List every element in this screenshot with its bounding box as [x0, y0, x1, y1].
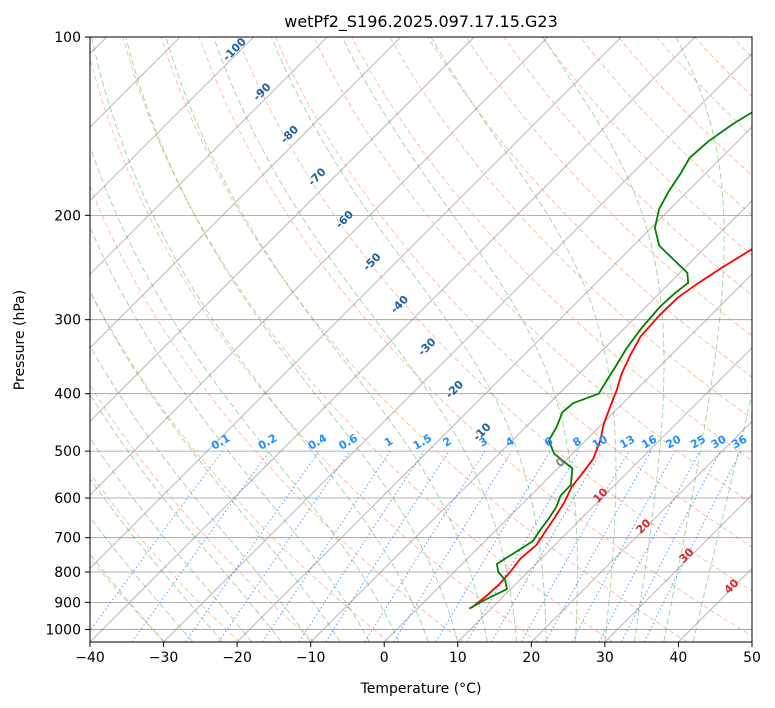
moist-adiabat-line	[663, 37, 725, 642]
moist-adiabat-line	[90, 516, 194, 642]
x-tick-label: 40	[670, 650, 688, 666]
moist-adiabat-line	[90, 345, 312, 642]
mixing-ratio-line	[571, 450, 676, 642]
plot-background	[90, 37, 752, 642]
x-tick-label: −20	[222, 650, 252, 666]
x-tick-label: 30	[596, 650, 614, 666]
dry-adiabat-line	[90, 472, 241, 642]
moist-adiabat-line	[341, 37, 578, 642]
moist-adiabat-line	[90, 145, 400, 642]
isotherm-line	[90, 37, 254, 202]
y-tick-label: 400	[54, 387, 81, 403]
series-layer	[468, 111, 752, 610]
moist-adiabat-line	[90, 553, 164, 642]
dry-adiabat-line	[427, 37, 752, 378]
x-tick-label: 10	[449, 650, 467, 666]
moist-adiabat-line	[165, 37, 488, 642]
y-tick-label: 600	[54, 491, 81, 507]
isotherm-line	[457, 347, 752, 642]
mixing-ratio-line	[185, 450, 320, 642]
dry-adiabat-line	[90, 384, 315, 642]
grid-layer	[90, 37, 752, 642]
moist-adiabat-line	[90, 437, 253, 642]
dewpoint-profile-line	[468, 111, 752, 610]
x-tick-label: 20	[522, 650, 540, 666]
mixing-ratio-line	[131, 450, 270, 642]
plot-frame	[89, 36, 753, 643]
isotherm-line	[90, 37, 549, 496]
dry-adiabat-line	[351, 37, 752, 462]
mixing-ratio-line	[218, 450, 351, 642]
x-tick-label: −40	[75, 650, 105, 666]
isotherm-line	[604, 494, 752, 642]
mixing-ratio-line	[325, 450, 450, 642]
dry-adiabat-line	[274, 37, 752, 548]
dry-adiabat-line	[90, 185, 464, 642]
y-tick-label: 900	[54, 595, 81, 611]
moist-adiabat-line	[90, 478, 223, 642]
y-tick-label: 800	[54, 565, 81, 581]
x-axis-label: Temperature (°C)	[360, 681, 482, 697]
dry-adiabat-line	[313, 37, 752, 505]
dry-adiabat-line	[160, 37, 688, 642]
y-tick-label: 200	[54, 208, 81, 224]
y-tick-label: 100	[54, 30, 81, 46]
isotherm-line	[90, 37, 696, 642]
mixing-ratio-line	[521, 450, 630, 642]
x-tick-label: 0	[380, 650, 389, 666]
moist-adiabat-line	[213, 37, 518, 642]
y-tick-label: 500	[54, 444, 81, 460]
mixing-ratio-line	[298, 450, 425, 642]
x-tick-label: 50	[743, 650, 761, 666]
temperature-profile-line	[470, 248, 752, 609]
isotherm-line	[310, 200, 752, 642]
mixing-ratio-line	[643, 450, 742, 642]
mixing-ratio-line	[262, 450, 391, 642]
isotherm-line	[90, 37, 622, 569]
moist-adiabat-line	[90, 290, 341, 642]
dry-adiabat-line	[503, 37, 752, 296]
dry-adiabat-line	[236, 37, 752, 592]
isotherm-line	[90, 37, 475, 422]
moist-adiabat-line	[90, 393, 282, 642]
isotherm-line	[90, 37, 402, 349]
isotherm-line	[383, 273, 752, 642]
y-tick-label: 700	[54, 531, 81, 547]
x-tick-label: −10	[296, 650, 326, 666]
mixing-ratio-line	[545, 450, 652, 642]
chart-title: wetPf2_S196.2025.097.17.15.G23	[284, 12, 558, 32]
y-tick-label: 1000	[45, 622, 81, 638]
y-tick-label: 300	[54, 313, 81, 329]
dry-adiabat-line	[122, 37, 613, 642]
dry-adiabat-line	[90, 290, 390, 642]
x-tick-label: −30	[149, 650, 179, 666]
moist-adiabat-line	[125, 37, 459, 642]
dry-adiabat-line	[198, 37, 752, 637]
dry-adiabat-line	[90, 557, 166, 642]
isotherm-line	[531, 420, 752, 642]
isotherm-line	[163, 53, 752, 642]
isotherm-line	[236, 126, 752, 642]
moist-adiabat-line	[90, 226, 370, 642]
dry-adiabat-line	[389, 37, 752, 420]
dry-adiabat-line	[90, 56, 539, 642]
moist-adiabat-line	[430, 37, 617, 642]
y-axis-label: Pressure (hPa)	[12, 290, 28, 390]
moist-adiabat-line	[542, 37, 665, 642]
mixing-ratio-line	[90, 450, 223, 632]
moist-adiabat-line	[91, 37, 429, 642]
mixing-ratio-line	[393, 450, 513, 642]
isotherm-line	[90, 37, 328, 275]
axis-ticks: −40 −30 −20 −10 0 10 20 30 40 50 1000 900 800 700 600 5…	[45, 30, 761, 666]
